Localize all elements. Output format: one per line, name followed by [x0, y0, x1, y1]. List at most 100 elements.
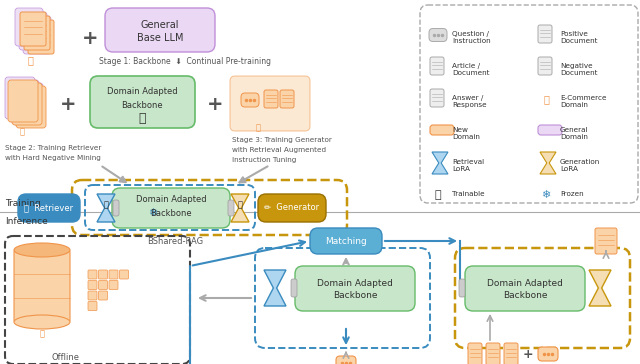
FancyBboxPatch shape: [105, 8, 215, 52]
FancyBboxPatch shape: [99, 281, 108, 289]
FancyBboxPatch shape: [28, 20, 54, 54]
FancyBboxPatch shape: [310, 228, 382, 254]
Text: 🔥: 🔥: [104, 201, 109, 210]
Text: Negative
Document: Negative Document: [560, 63, 598, 76]
Text: Backbone: Backbone: [503, 292, 547, 301]
Text: Offline: Offline: [51, 353, 79, 363]
Text: 🔥: 🔥: [435, 190, 442, 200]
Text: Backbone: Backbone: [121, 100, 163, 110]
FancyBboxPatch shape: [468, 343, 482, 364]
FancyBboxPatch shape: [88, 270, 97, 279]
FancyBboxPatch shape: [291, 279, 297, 297]
FancyBboxPatch shape: [24, 16, 50, 50]
FancyBboxPatch shape: [88, 301, 97, 310]
Text: General: General: [141, 20, 179, 30]
Text: Retrieval
LoRA: Retrieval LoRA: [452, 159, 484, 172]
FancyBboxPatch shape: [109, 281, 118, 289]
FancyBboxPatch shape: [538, 25, 552, 43]
Text: Base LLM: Base LLM: [137, 33, 183, 43]
FancyBboxPatch shape: [8, 80, 38, 122]
FancyBboxPatch shape: [19, 12, 47, 50]
FancyBboxPatch shape: [120, 270, 129, 279]
FancyBboxPatch shape: [295, 266, 415, 311]
Text: Backbone: Backbone: [333, 292, 377, 301]
FancyBboxPatch shape: [90, 76, 195, 128]
Text: Positive
Document: Positive Document: [560, 31, 598, 44]
FancyBboxPatch shape: [465, 266, 585, 311]
FancyBboxPatch shape: [99, 270, 108, 279]
Text: with Retrieval Augmented: with Retrieval Augmented: [232, 147, 326, 153]
FancyBboxPatch shape: [538, 57, 552, 75]
FancyBboxPatch shape: [429, 28, 447, 41]
Text: 🛒: 🛒: [27, 55, 33, 65]
Polygon shape: [97, 194, 115, 222]
Text: Domain Adapted: Domain Adapted: [487, 278, 563, 288]
Text: 🔍  Retriever: 🔍 Retriever: [24, 203, 74, 213]
Text: Backbone: Backbone: [150, 209, 192, 218]
Text: 🛒: 🛒: [255, 123, 260, 132]
FancyBboxPatch shape: [12, 83, 42, 125]
FancyBboxPatch shape: [486, 343, 500, 364]
Text: Domain Adapted: Domain Adapted: [107, 87, 177, 96]
Text: Frozen: Frozen: [560, 191, 584, 197]
FancyBboxPatch shape: [241, 93, 259, 107]
FancyBboxPatch shape: [88, 281, 97, 289]
FancyBboxPatch shape: [538, 125, 562, 135]
FancyBboxPatch shape: [113, 200, 119, 216]
Text: +: +: [207, 95, 223, 115]
Text: Answer /
Response: Answer / Response: [452, 95, 486, 108]
Polygon shape: [264, 270, 286, 306]
Text: 🛒: 🛒: [19, 127, 24, 136]
Polygon shape: [231, 194, 249, 222]
FancyBboxPatch shape: [5, 77, 35, 119]
FancyBboxPatch shape: [230, 76, 310, 131]
Polygon shape: [432, 152, 448, 174]
Text: ❄: ❄: [148, 208, 157, 218]
Text: Inference: Inference: [5, 218, 48, 226]
FancyBboxPatch shape: [18, 194, 80, 222]
FancyBboxPatch shape: [88, 291, 97, 300]
Text: 🛒: 🛒: [543, 94, 549, 104]
Polygon shape: [540, 152, 556, 174]
Text: Trainable: Trainable: [452, 191, 484, 197]
Text: Domain Adapted: Domain Adapted: [317, 278, 393, 288]
FancyBboxPatch shape: [23, 16, 51, 54]
FancyBboxPatch shape: [109, 270, 118, 279]
Text: Matching: Matching: [325, 237, 367, 245]
FancyBboxPatch shape: [430, 89, 444, 107]
Text: Domain Adapted: Domain Adapted: [136, 195, 206, 205]
Text: ❄: ❄: [541, 190, 550, 200]
Text: New
Domain: New Domain: [452, 127, 480, 140]
Text: Generation
LoRA: Generation LoRA: [560, 159, 600, 172]
FancyBboxPatch shape: [9, 80, 39, 122]
Text: Question /
Instruction: Question / Instruction: [452, 31, 491, 44]
Ellipse shape: [14, 243, 70, 257]
FancyBboxPatch shape: [14, 250, 70, 322]
FancyBboxPatch shape: [280, 90, 294, 108]
Text: with Hard Negative Mining: with Hard Negative Mining: [5, 155, 101, 161]
FancyBboxPatch shape: [16, 86, 46, 128]
FancyBboxPatch shape: [15, 8, 43, 46]
Text: BShared-RAG: BShared-RAG: [147, 237, 203, 246]
FancyBboxPatch shape: [20, 12, 46, 46]
FancyBboxPatch shape: [336, 356, 356, 364]
Text: Article /
Document: Article / Document: [452, 63, 490, 76]
Text: 🔥: 🔥: [237, 201, 243, 210]
FancyBboxPatch shape: [258, 194, 326, 222]
Text: +: +: [60, 95, 76, 115]
FancyBboxPatch shape: [595, 228, 617, 254]
FancyBboxPatch shape: [228, 200, 234, 216]
Text: +: +: [523, 348, 533, 360]
FancyBboxPatch shape: [112, 188, 230, 228]
FancyBboxPatch shape: [430, 125, 454, 135]
Text: ✏  Generator: ✏ Generator: [264, 203, 319, 213]
FancyBboxPatch shape: [430, 57, 444, 75]
Text: Instruction Tuning: Instruction Tuning: [232, 157, 296, 163]
FancyBboxPatch shape: [264, 90, 278, 108]
Polygon shape: [589, 270, 611, 306]
Text: E-Commerce
Domain: E-Commerce Domain: [560, 95, 607, 108]
Ellipse shape: [14, 315, 70, 329]
Text: Training: Training: [5, 199, 41, 209]
Text: +: +: [82, 28, 99, 47]
Text: Stage 1: Backbone  ⬇  Continual Pre-training: Stage 1: Backbone ⬇ Continual Pre-traini…: [99, 58, 271, 67]
